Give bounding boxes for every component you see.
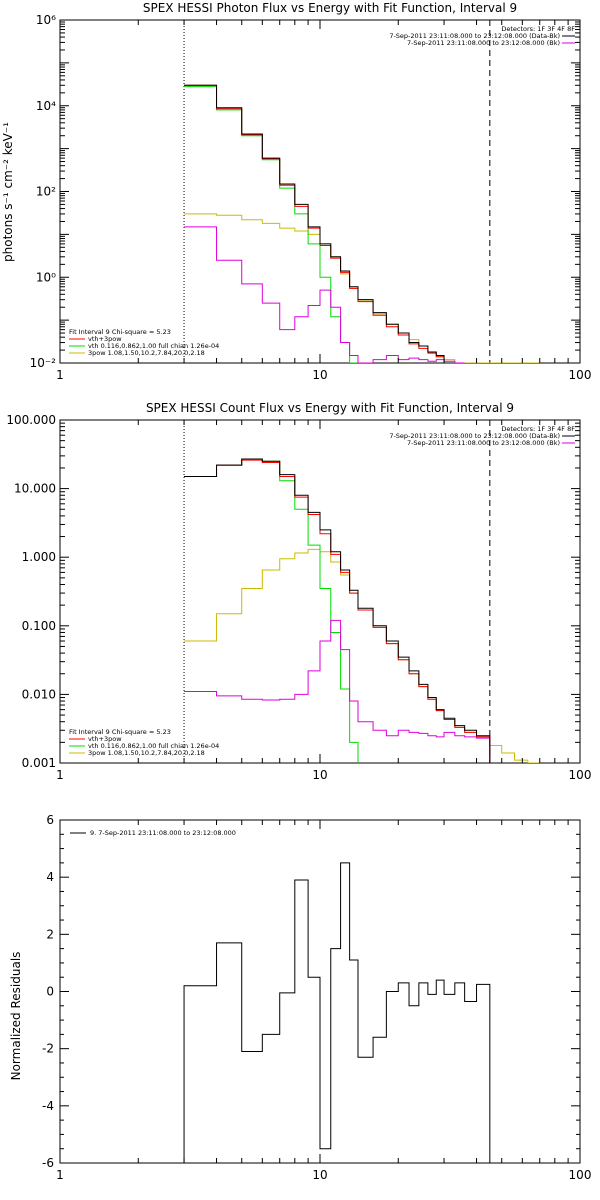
y-tick-label: -4 [42,1099,54,1113]
y-tick-label: 0.100 [22,619,56,633]
y-tick-label: 10.000 [14,482,56,496]
y-tick-label: 10⁻² [30,356,57,370]
residuals-ylabel: Normalized Residuals [9,952,23,1081]
photon-flux-bottom-legend: Fit Interval 9 Chi-square = 5.23 vth+3po… [69,328,219,357]
y-tick-label: 0 [46,985,54,999]
y-tick-label: 2 [46,927,54,941]
count-flux-panel: SPEX HESSI Count Flux vs Energy with Fit… [6,401,591,782]
y-tick-label: 0.010 [22,687,56,701]
y-tick-label: 10² [36,185,56,199]
legend-fit-interval: Fit Interval 9 Chi-square = 5.23 [69,728,171,736]
legend-detectors: Detectors: 1F 3F 4F 8F [501,25,575,33]
x-tick-label: 1 [56,368,64,382]
y-tick-label: 0.001 [22,756,56,770]
series-bk [184,226,465,363]
residuals-panel: Normalized Residuals 1 10 100 -6 -4 -2 0 2 4 6 9.… [9,813,591,1182]
x-tick-label: 1 [56,768,64,782]
y-tick-label: 10⁰ [36,270,56,284]
photon-flux-top-legend: Detectors: 1F 3F 4F 8F 7-Sep-2011 23:11:… [389,25,575,47]
y-tick-label: 1.000 [22,550,56,564]
count-flux-marks [183,420,540,763]
x-tick-label: 10 [312,768,327,782]
photon-flux-axes: 1 10 100 10⁻² 10⁰ 10² 10⁴ 10⁶ [30,13,592,382]
photon-flux-marks [183,20,540,363]
y-tick-label: 6 [46,813,54,827]
photon-flux-title: SPEX HESSI Photon Flux vs Energy with Fi… [143,1,517,15]
residuals-axes: 1 10 100 -6 -4 -2 0 2 4 6 [42,813,591,1182]
count-flux-top-legend: Detectors: 1F 3F 4F 8F 7-Sep-2011 23:11:… [389,425,575,447]
x-tick-label: 100 [569,368,592,382]
series-bk [184,619,491,763]
y-tick-label: 4 [46,870,54,884]
x-tick-label: 10 [312,1168,327,1182]
series-data-bk [184,84,445,363]
y-tick-label: 10⁴ [36,99,56,113]
photon-flux-panel: SPEX HESSI Photon Flux vs Energy with Fi… [1,1,591,382]
series-residual [183,862,491,1163]
x-tick-label: 100 [569,768,592,782]
series-data-bk [184,458,491,763]
y-tick-label: -6 [42,1156,54,1170]
legend-detectors: Detectors: 1F 3F 4F 8F [501,425,575,433]
legend-3pow: 3pow 1.08,1.50,10.2,7.84,20.0,2.18 [88,749,205,757]
x-tick-label: 10 [312,368,327,382]
count-flux-axes: 1 10 100 0.001 0.010 0.100 1.000 10.000 100.000 [6,413,591,782]
legend-vth3pow: vth+3pow [88,335,122,343]
legend-data-bk: 7-Sep-2011 23:11:08.000 to 23:12:08.000 … [389,32,560,40]
count-flux-title: SPEX HESSI Count Flux vs Energy with Fit… [146,401,514,415]
count-flux-bottom-legend: Fit Interval 9 Chi-square = 5.23 vth+3po… [69,728,219,757]
photon-flux-ylabel: photons s⁻¹ cm⁻² keV⁻¹ [1,122,15,262]
legend-vth: vth 0.116,0.862,1.00 full chian 1.26e-04 [88,742,219,750]
legend-vth3pow: vth+3pow [88,735,122,743]
residuals-marks [183,862,491,1163]
legend-bk: 7-Sep-2011 23:11:08.000 to 23:12:08.000 … [407,439,560,447]
y-tick-label: 10⁶ [36,13,56,27]
legend-bk: 7-Sep-2011 23:11:08.000 to 23:12:08.000 … [407,39,560,47]
residuals-legend: 9. 7-Sep-2011 23:11:08.000 to 23:12:08.0… [90,829,236,837]
y-tick-label: 100.000 [6,413,56,427]
legend-data-bk: 7-Sep-2011 23:11:08.000 to 23:12:08.000 … [389,432,560,440]
y-tick-label: -2 [42,1042,54,1056]
x-tick-label: 100 [569,1168,592,1182]
legend-vth: vth 0.116,0.862,1.00 full chian 1.26e-04 [88,342,219,350]
legend-fit-interval: Fit Interval 9 Chi-square = 5.23 [69,328,171,336]
x-tick-label: 1 [56,1168,64,1182]
legend-3pow: 3pow 1.08,1.50,10.2,7.84,20.0,2.18 [88,349,205,357]
